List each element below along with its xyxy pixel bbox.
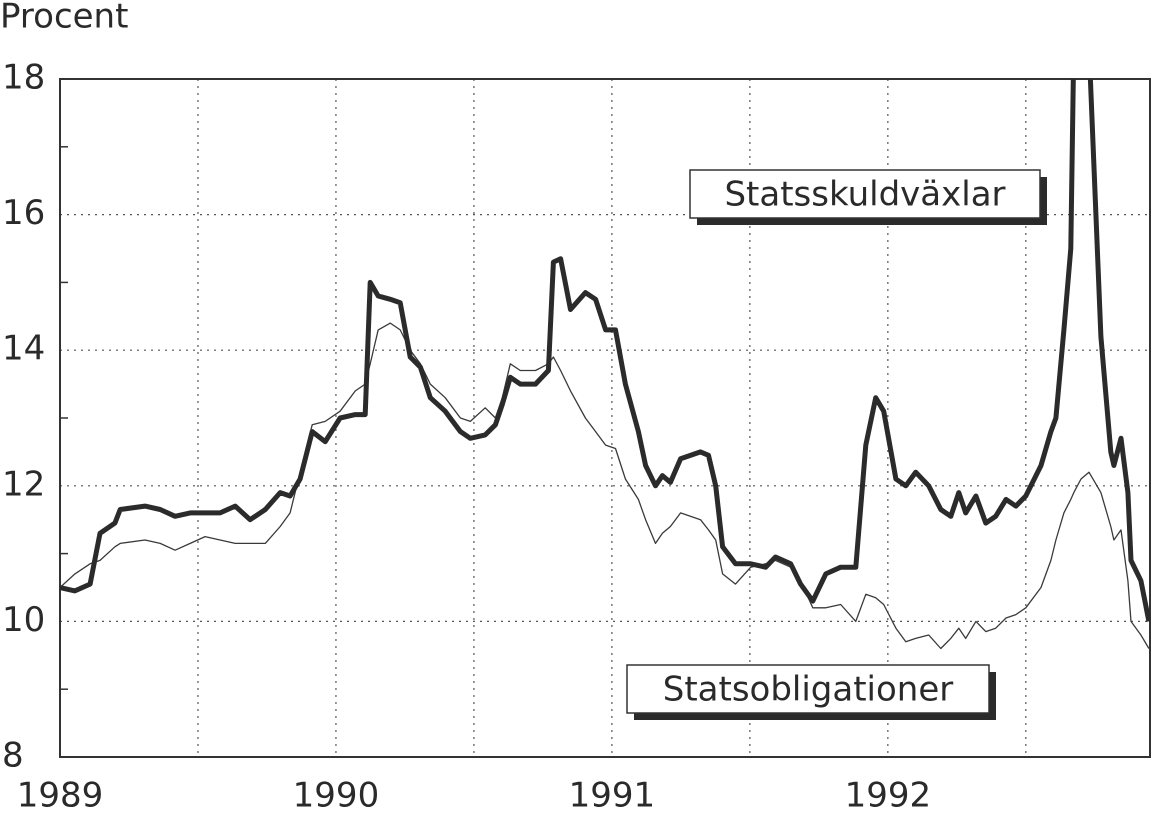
y-tick-label: 8	[2, 736, 24, 776]
legend-label: Statsobligationer	[663, 670, 954, 710]
legend-label: Statsskuldväxlar	[724, 175, 1005, 215]
legend-box	[689, 169, 1041, 219]
series-line	[60, 79, 1150, 622]
x-tick-label: 1989	[17, 776, 104, 813]
y-tick-label: 12	[2, 464, 45, 504]
y-axis-label: Procent	[0, 0, 128, 37]
y-tick-label: 10	[2, 600, 45, 640]
y-tick-label: 14	[2, 329, 45, 369]
legend-box	[626, 664, 990, 714]
x-tick-label: 1990	[293, 776, 380, 813]
plot-frame	[59, 78, 1151, 758]
y-tick-label: 16	[2, 193, 45, 233]
x-tick-label: 1992	[845, 776, 932, 813]
y-tick-label: 18	[2, 58, 45, 98]
x-tick-label: 1991	[569, 776, 656, 813]
